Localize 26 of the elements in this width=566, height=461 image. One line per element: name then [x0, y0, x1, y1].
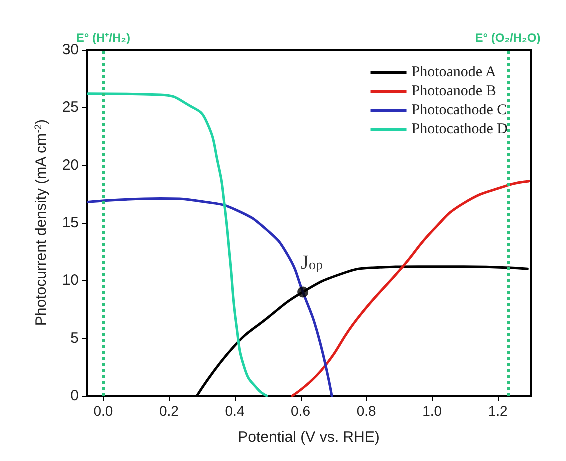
y-tick-label: 15: [62, 214, 79, 232]
x-tick-label: 0.4: [225, 403, 245, 419]
x-tick-label: 1.0: [422, 403, 442, 419]
y-axis-title: Photocurrent density (mA cm-2): [32, 119, 50, 326]
ref-line-label: E° (O₂/H₂O): [475, 31, 541, 45]
x-tick-label: 0.0: [94, 403, 114, 419]
ref-line-label: E° (H⁺/H₂): [76, 31, 131, 45]
y-tick-label: 20: [62, 156, 79, 174]
line-series: [291, 180, 530, 398]
legend-label: Photocathode C: [412, 102, 508, 118]
x-axis-title: Potential (V vs. RHE): [238, 429, 380, 446]
x-tick-label: 0.6: [291, 403, 311, 419]
x-tick-label: 0.2: [159, 403, 180, 419]
y-tick-label: 5: [70, 330, 79, 347]
annotation: Jop: [301, 252, 323, 274]
legend-label: Photocathode D: [412, 122, 508, 138]
legend-label: Photoanode B: [412, 84, 496, 100]
legend-label: Photoanode A: [412, 64, 497, 80]
x-tick-label: 0.8: [356, 403, 376, 419]
x-tick-label: 1.2: [488, 403, 508, 419]
y-tick-label: 10: [62, 272, 79, 290]
y-tick-label: 0: [70, 388, 79, 404]
y-tick-label: 25: [62, 99, 79, 116]
line-series: [87, 198, 334, 398]
line-series: [87, 92, 268, 398]
y-tick-label: 30: [62, 42, 79, 58]
